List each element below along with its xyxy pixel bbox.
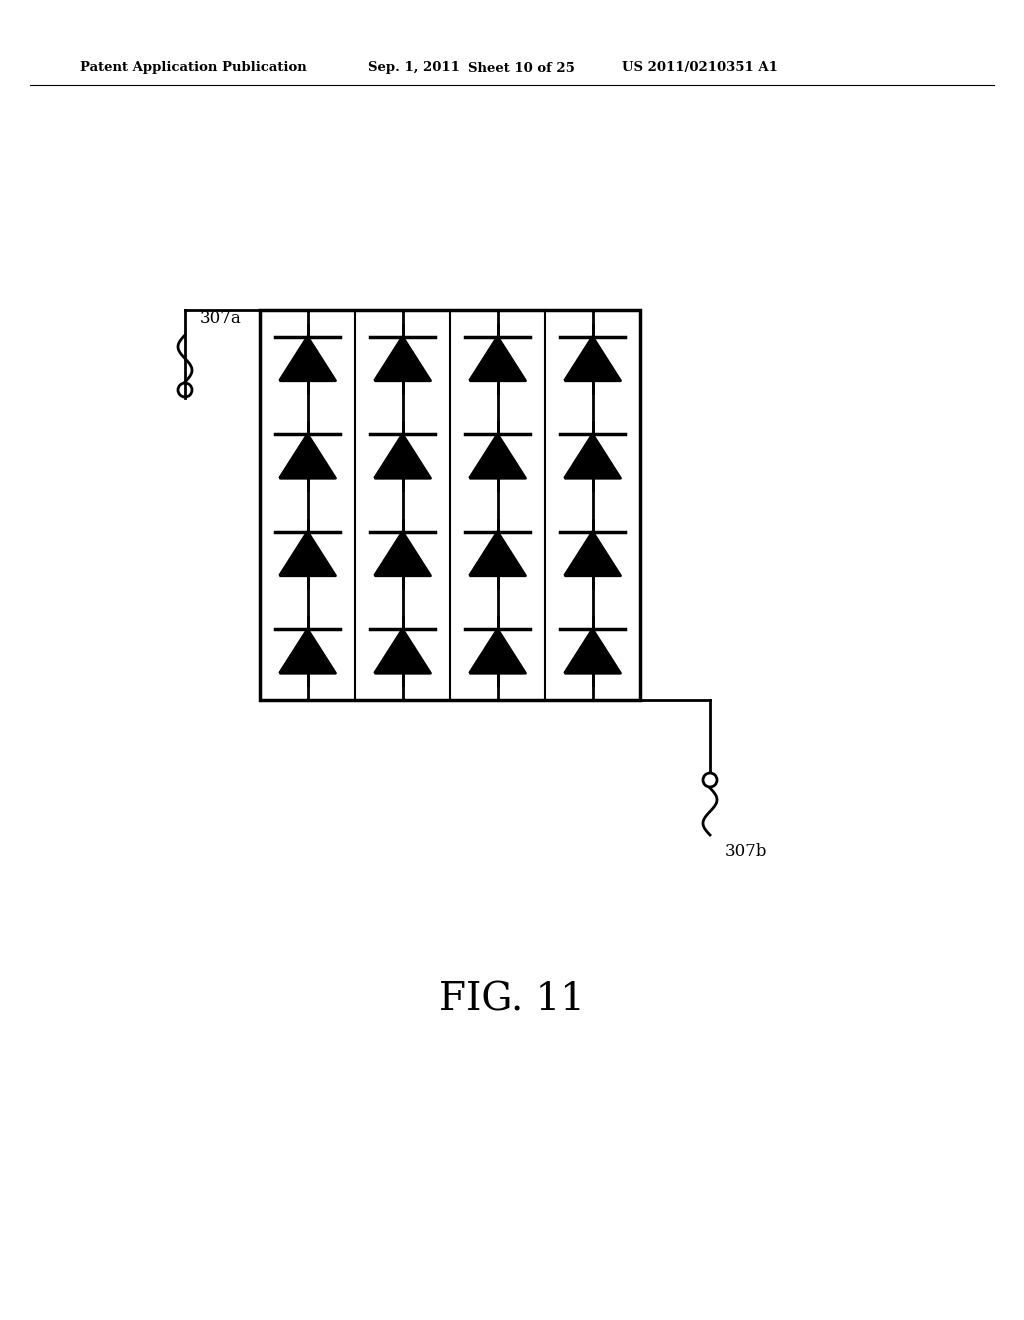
Polygon shape [469,434,525,478]
Text: Patent Application Publication: Patent Application Publication [80,62,307,74]
Polygon shape [564,434,621,478]
Bar [260,310,640,700]
Text: 307b: 307b [725,843,768,861]
Polygon shape [375,337,430,380]
Text: 307a: 307a [200,310,242,327]
Text: Sep. 1, 2011: Sep. 1, 2011 [368,62,460,74]
Polygon shape [280,337,336,380]
Polygon shape [469,532,525,576]
Text: Sheet 10 of 25: Sheet 10 of 25 [468,62,574,74]
Polygon shape [469,337,525,380]
Polygon shape [375,434,430,478]
Text: FIG. 11: FIG. 11 [439,982,585,1019]
Polygon shape [469,630,525,673]
Polygon shape [564,532,621,576]
Polygon shape [564,337,621,380]
Polygon shape [375,630,430,673]
Polygon shape [375,532,430,576]
Polygon shape [564,630,621,673]
Text: US 2011/0210351 A1: US 2011/0210351 A1 [622,62,778,74]
Polygon shape [280,630,336,673]
Polygon shape [280,532,336,576]
Polygon shape [280,434,336,478]
